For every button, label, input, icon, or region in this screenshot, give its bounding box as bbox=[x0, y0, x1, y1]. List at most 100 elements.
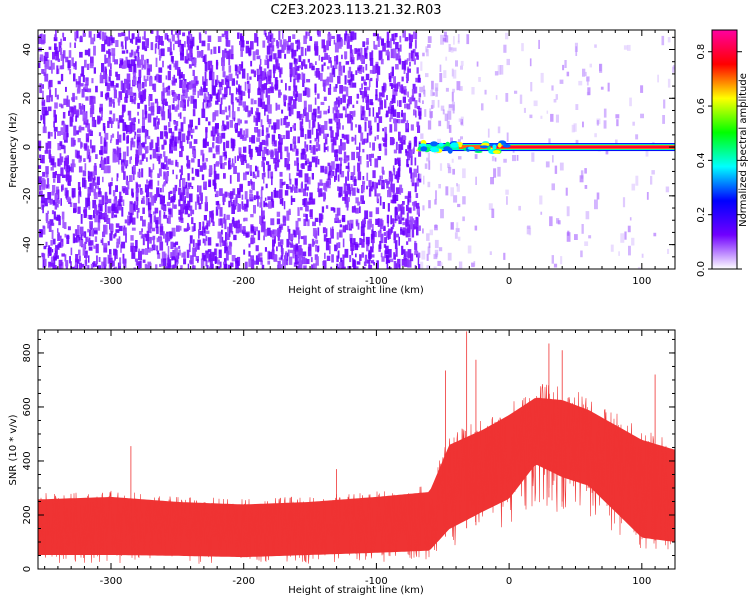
spectrogram-cell bbox=[551, 85, 554, 91]
spectrogram-cell bbox=[409, 34, 413, 43]
spectrogram-cell bbox=[192, 59, 195, 65]
spectrogram-cell bbox=[239, 128, 243, 136]
spectrogram-cell bbox=[129, 95, 134, 102]
spectrogram-cell bbox=[451, 91, 454, 102]
spectrogram-cell bbox=[305, 205, 309, 212]
spectrogram-cell bbox=[106, 50, 110, 54]
spectrogram-cell bbox=[260, 119, 263, 127]
spectrogram-cell bbox=[229, 223, 233, 233]
colorbar-ticks: 0.00.20.40.60.8 bbox=[696, 44, 742, 277]
spectrogram-cell bbox=[150, 179, 153, 190]
spectrogram-cell bbox=[384, 237, 387, 244]
spectrogram-cell bbox=[172, 198, 174, 209]
spectrogram-cell bbox=[327, 33, 332, 42]
spectrogram-cell bbox=[410, 172, 415, 183]
spectrogram-cell bbox=[356, 261, 361, 265]
spectrogram-cell bbox=[90, 37, 95, 45]
spectrogram-cell bbox=[359, 88, 362, 93]
colorbar-tick-label: 0.6 bbox=[696, 98, 707, 114]
spectrogram-cell bbox=[257, 230, 261, 241]
spectrogram-cell bbox=[300, 152, 305, 160]
spectrogram-cell bbox=[581, 224, 584, 234]
spectrogram-cell bbox=[170, 56, 174, 62]
spectrogram-cell bbox=[271, 230, 275, 239]
spectrogram-cell bbox=[125, 164, 128, 169]
spectrogram-cell bbox=[137, 262, 141, 269]
spectrogram-cell bbox=[293, 58, 296, 63]
spectrogram-cell bbox=[278, 257, 283, 261]
spectrogram-cell bbox=[189, 119, 193, 128]
spectrogram-cell bbox=[307, 31, 311, 37]
spectrogram-cell bbox=[137, 208, 140, 213]
spectrogram-cell bbox=[275, 77, 278, 86]
spectrogram-cell bbox=[134, 258, 139, 262]
spectrogram-cell bbox=[594, 199, 598, 210]
spectrogram-cell bbox=[394, 174, 397, 179]
spectrogram-cell bbox=[187, 263, 190, 269]
spectrogram-cell bbox=[51, 62, 55, 70]
spectrogram-cell bbox=[261, 74, 264, 78]
spectrogram-cell bbox=[268, 75, 272, 85]
spectrogram-cell bbox=[256, 36, 259, 47]
spectrogram-cell bbox=[74, 61, 77, 70]
spectrogram-cell bbox=[105, 68, 107, 75]
spectrogram-cell bbox=[82, 170, 87, 177]
spectrogram-cell bbox=[60, 235, 62, 239]
spectrogram-cell bbox=[415, 110, 417, 118]
spectrogram-cell bbox=[418, 111, 422, 120]
spectrogram-cell bbox=[136, 133, 141, 138]
spectrogram-cell bbox=[265, 135, 269, 145]
spectrogram-cell bbox=[330, 266, 333, 269]
spectrogram-cell bbox=[338, 186, 343, 197]
spectrogram-cell bbox=[354, 134, 357, 145]
spectrogram-cell bbox=[141, 234, 145, 238]
spectrogram-cell bbox=[152, 235, 156, 240]
spectrogram-cell bbox=[310, 146, 314, 153]
spectrogram-cell bbox=[113, 148, 117, 155]
spectrogram-cell bbox=[221, 85, 223, 91]
spectrogram-cell bbox=[456, 267, 460, 269]
spectrogram-cell bbox=[344, 190, 348, 197]
spectrogram-cell bbox=[335, 118, 339, 123]
spectrogram-cell bbox=[202, 55, 206, 62]
spectrogram-cell bbox=[100, 91, 103, 98]
spectrogram-cell bbox=[302, 188, 306, 197]
spectrogram-cell bbox=[429, 111, 433, 118]
spectrogram-cell bbox=[120, 244, 122, 253]
spectrogram-cell bbox=[146, 145, 149, 153]
spectrogram-cell bbox=[133, 247, 136, 254]
spectrogram-cell bbox=[154, 98, 158, 104]
spectrogram-cell bbox=[364, 48, 367, 57]
spectrogram-cell bbox=[41, 194, 45, 204]
spectrogram-cell bbox=[355, 124, 358, 128]
spectrogram-cell bbox=[60, 167, 64, 177]
spectrogram-cell bbox=[440, 34, 444, 45]
spectrogram-cell bbox=[390, 112, 393, 120]
spectrogram-cell bbox=[474, 154, 478, 159]
spectrogram-cell bbox=[503, 252, 506, 260]
spectrogram-cell bbox=[187, 36, 190, 44]
spectrogram-cell bbox=[311, 238, 315, 247]
spectrogram-cell bbox=[332, 107, 335, 114]
spectrogram-cell bbox=[249, 194, 253, 200]
spectrogram-cell bbox=[60, 73, 64, 82]
spectrogram-cell bbox=[345, 61, 350, 65]
spectrogram-cell bbox=[409, 216, 413, 221]
spectrogram-cell bbox=[366, 45, 369, 50]
spectrogram-cell bbox=[384, 148, 388, 156]
spectrogram-cell bbox=[116, 238, 121, 244]
spectrogram-cell bbox=[391, 84, 394, 89]
spectrogram-cell bbox=[92, 177, 95, 183]
spectrogram-cell bbox=[289, 74, 292, 83]
spectrogram-cell bbox=[202, 153, 205, 162]
spectrogram-cell bbox=[269, 55, 273, 62]
carrier-onset-blob bbox=[474, 150, 483, 153]
spectrogram-cell bbox=[222, 120, 225, 126]
spectrogram-cell bbox=[333, 39, 336, 45]
spectrogram-cell bbox=[401, 217, 405, 221]
spectrogram-cell bbox=[84, 88, 89, 92]
spectrogram-cell bbox=[363, 232, 365, 242]
spectrogram-cell bbox=[409, 61, 411, 67]
spectrogram-cell bbox=[491, 208, 495, 218]
spectrogram-cell bbox=[107, 120, 110, 128]
